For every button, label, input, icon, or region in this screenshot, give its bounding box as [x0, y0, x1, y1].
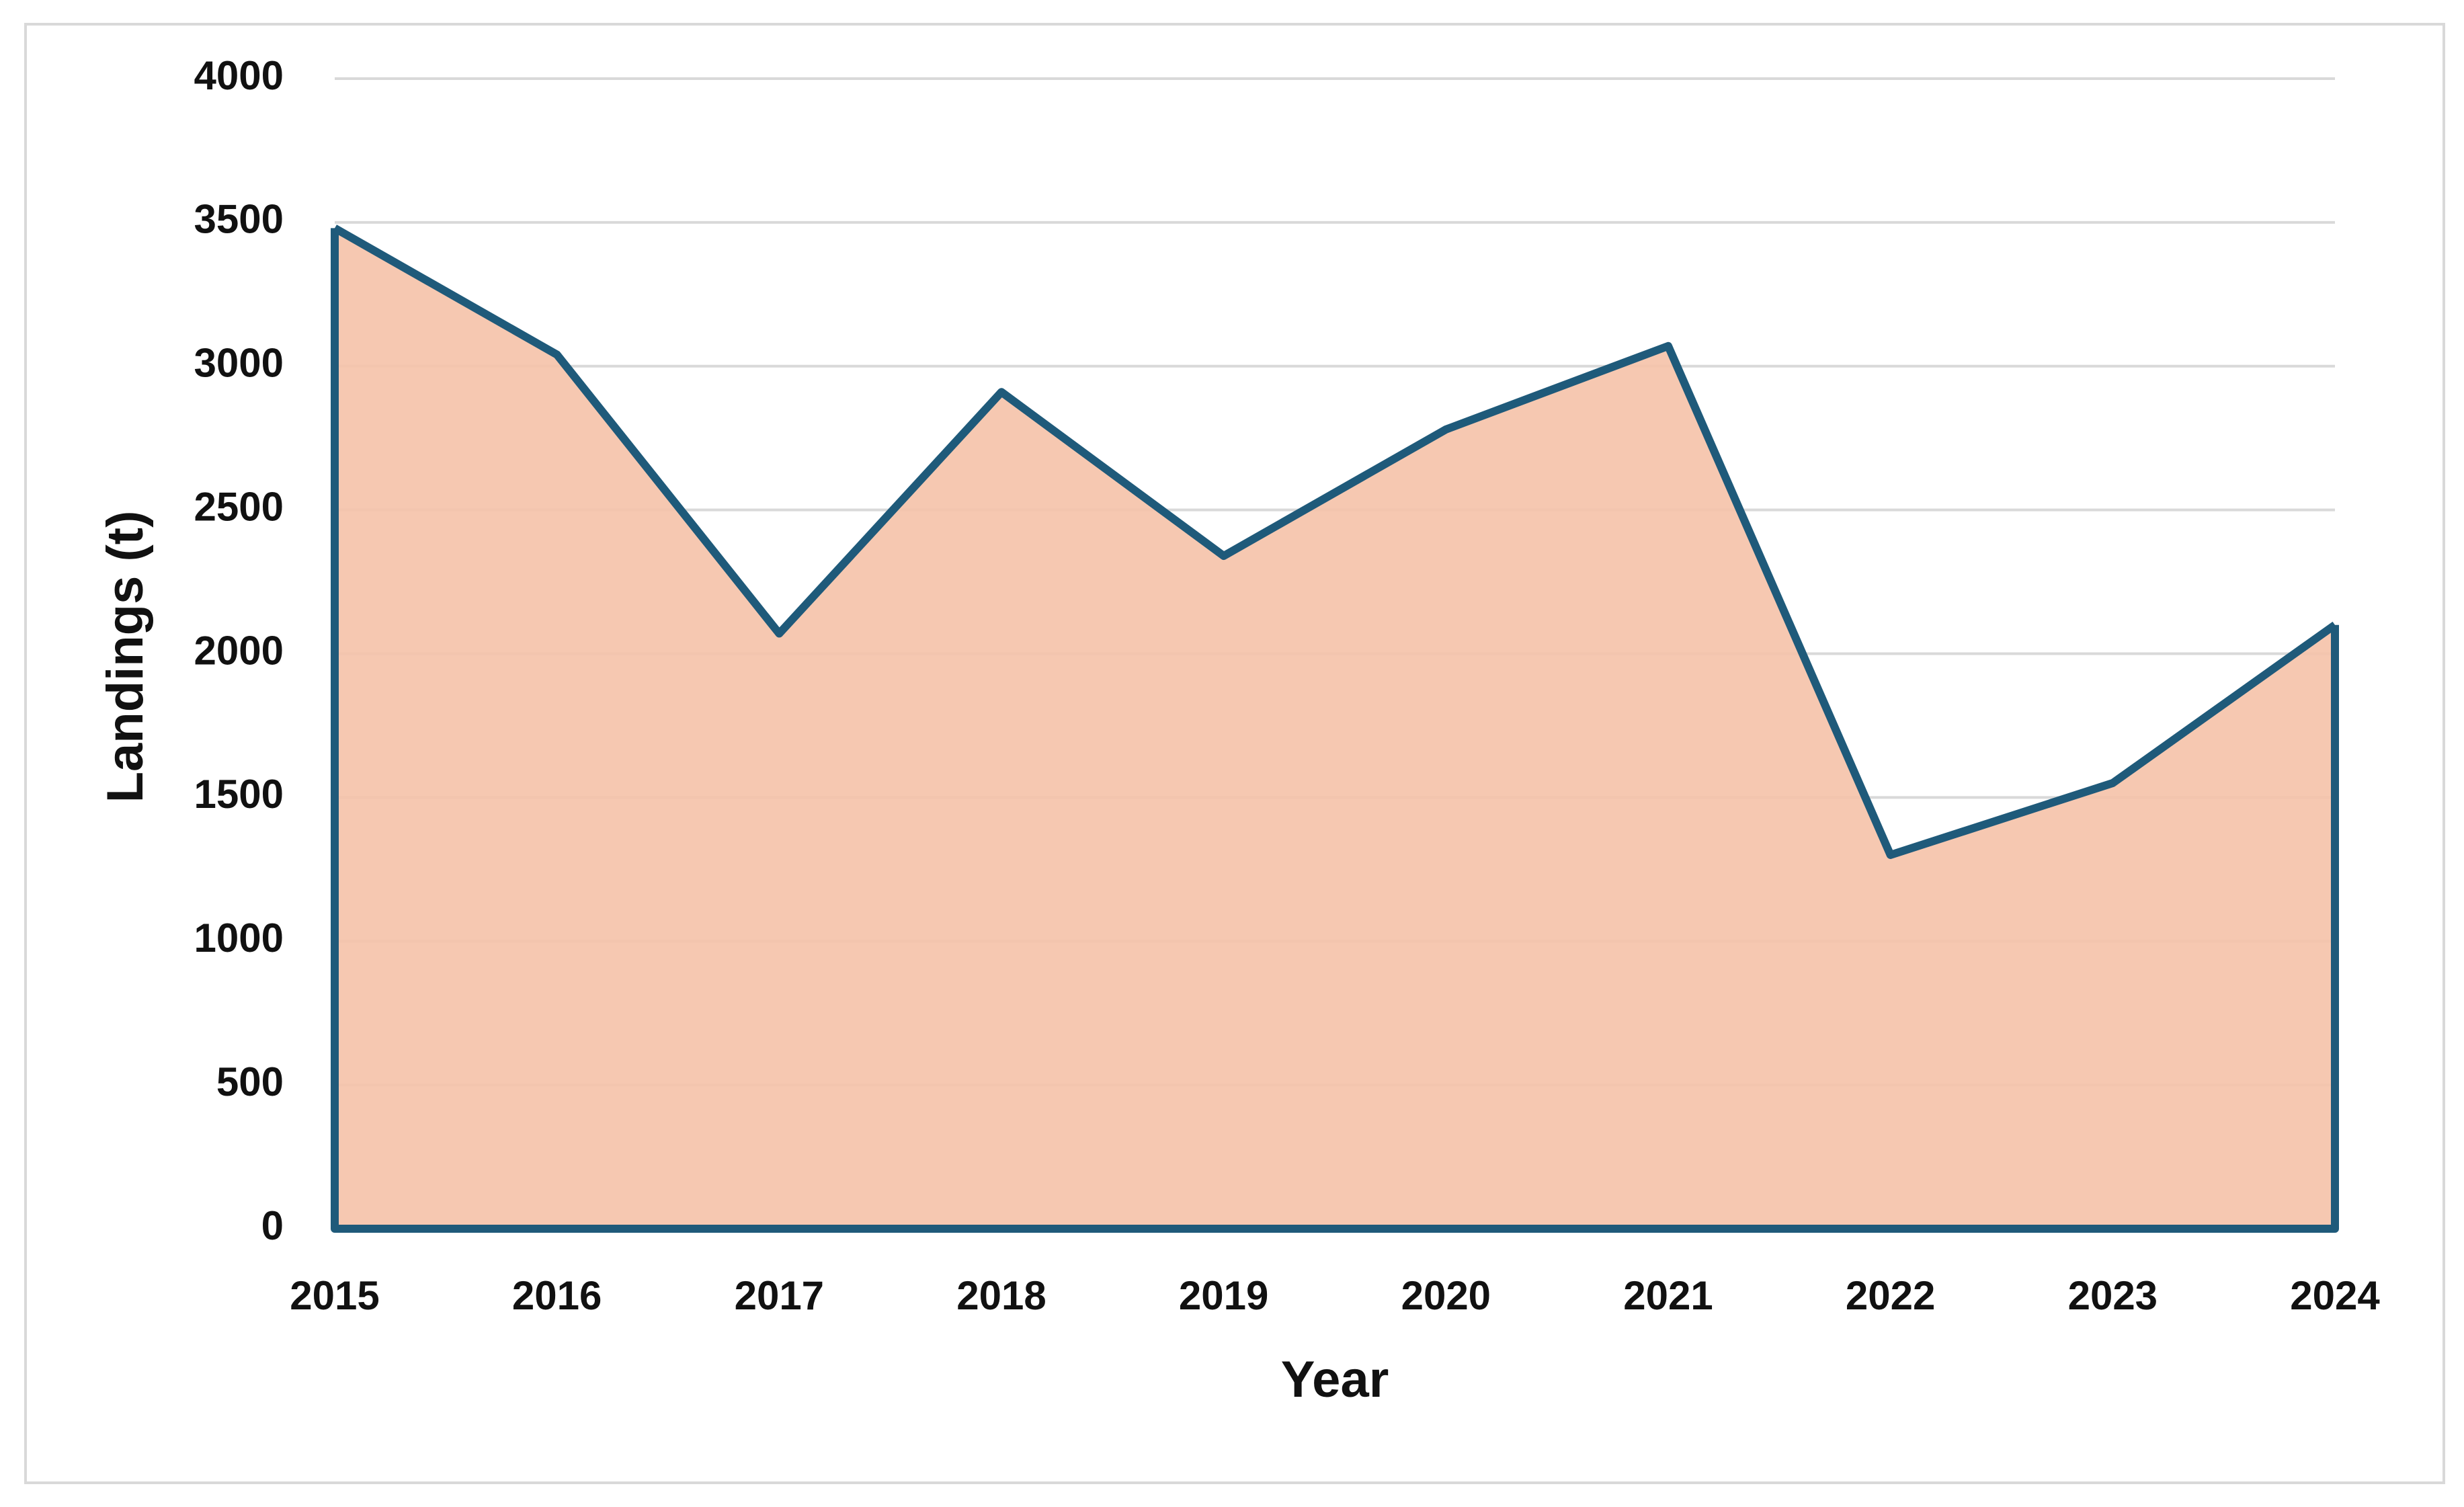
- y-tick-label: 0: [261, 1203, 284, 1248]
- x-tick-label: 2021: [1623, 1273, 1713, 1318]
- chart-frame: [24, 23, 2445, 1484]
- area-outline: [331, 228, 2339, 1233]
- y-tick-label: 3500: [194, 197, 284, 242]
- y-tick-label: 4000: [194, 53, 284, 98]
- x-tick-label: 2020: [1401, 1273, 1491, 1318]
- y-tick-label: 500: [216, 1059, 284, 1104]
- x-tick-label: 2022: [1846, 1273, 1935, 1318]
- x-tick-label: 2016: [512, 1273, 602, 1318]
- x-tick-label: 2018: [956, 1273, 1046, 1318]
- area-fill: [335, 228, 2335, 1229]
- x-tick-label: 2017: [735, 1273, 824, 1318]
- y-tick-label: 1500: [194, 772, 284, 817]
- x-tick-label: 2019: [1179, 1273, 1268, 1318]
- y-tick-label: 3000: [194, 341, 284, 386]
- y-tick-label: 2500: [194, 484, 284, 529]
- x-axis-title: Year: [1281, 1351, 1389, 1408]
- area-line: [333, 225, 2338, 859]
- x-tick-label: 2015: [290, 1273, 379, 1318]
- y-tick-label: 2000: [194, 628, 284, 673]
- x-tick-label: 2024: [2290, 1273, 2380, 1318]
- plot-area: [331, 225, 2339, 1233]
- x-tick-label: 2023: [2068, 1273, 2158, 1318]
- y-axis-title: Landings (t): [97, 511, 154, 803]
- y-tick-label: 1000: [194, 915, 284, 961]
